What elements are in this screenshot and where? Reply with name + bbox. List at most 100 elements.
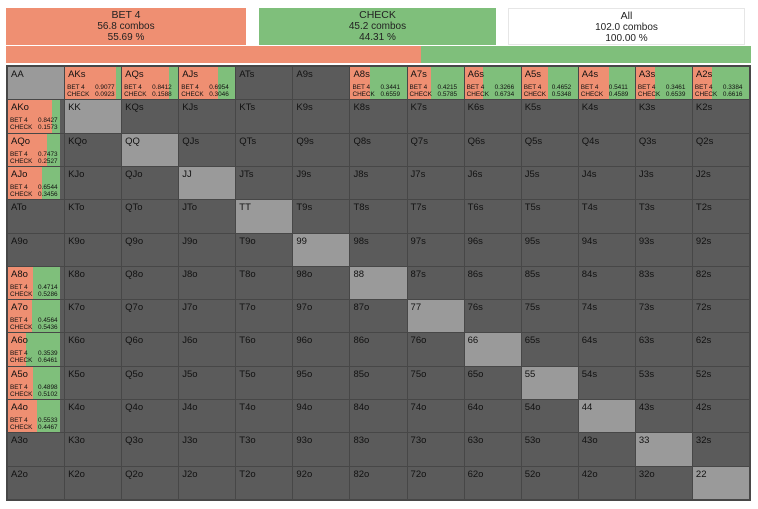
hand-cell-qjo[interactable]: QJo: [122, 166, 179, 200]
hand-cell-q7s[interactable]: Q7s: [407, 133, 464, 166]
hand-cell-92o[interactable]: 92o: [293, 466, 350, 499]
hand-cell-q5o[interactable]: Q5o: [122, 366, 179, 400]
hand-cell-53o[interactable]: 53o: [521, 433, 578, 466]
hand-cell-55[interactable]: 55: [521, 366, 578, 400]
hand-cell-75s[interactable]: 75s: [521, 300, 578, 333]
hand-cell-aqo[interactable]: AQo BET 4 0.7473 CHECK 0.2527: [8, 133, 65, 166]
hand-cell-t3o[interactable]: T3o: [236, 433, 293, 466]
hand-cell-k2s[interactable]: K2s: [692, 100, 749, 133]
hand-cell-aqs[interactable]: AQs BET 4 0.8412 CHECK 0.1588: [122, 67, 179, 100]
hand-cell-aa[interactable]: AA: [8, 67, 65, 100]
hand-cell-a5o[interactable]: A5o BET 4 0.4898 CHECK 0.5102: [8, 366, 65, 400]
hand-cell-42s[interactable]: 42s: [692, 400, 749, 433]
summary-check-card[interactable]: CHECK 45.2 combos 44.31 %: [259, 8, 496, 45]
hand-cell-64o[interactable]: 64o: [464, 400, 521, 433]
hand-cell-j4o[interactable]: J4o: [179, 400, 236, 433]
hand-cell-52o[interactable]: 52o: [521, 466, 578, 499]
hand-cell-t4s[interactable]: T4s: [578, 200, 635, 233]
hand-cell-94s[interactable]: 94s: [578, 233, 635, 266]
hand-cell-82s[interactable]: 82s: [692, 266, 749, 300]
hand-cell-a9o[interactable]: A9o: [8, 233, 65, 266]
hand-cell-j3s[interactable]: J3s: [635, 166, 692, 200]
hand-cell-q5s[interactable]: Q5s: [521, 133, 578, 166]
hand-cell-a4o[interactable]: A4o BET 4 0.5533 CHECK 0.4467: [8, 400, 65, 433]
hand-cell-97o[interactable]: 97o: [293, 300, 350, 333]
hand-cell-63o[interactable]: 63o: [464, 433, 521, 466]
hand-cell-q2s[interactable]: Q2s: [692, 133, 749, 166]
hand-cell-96s[interactable]: 96s: [464, 233, 521, 266]
hand-cell-qjs[interactable]: QJs: [179, 133, 236, 166]
hand-cell-98s[interactable]: 98s: [350, 233, 407, 266]
hand-cell-k9s[interactable]: K9s: [293, 100, 350, 133]
hand-cell-a7o[interactable]: A7o BET 4 0.4564 CHECK 0.5436: [8, 300, 65, 333]
hand-cell-84s[interactable]: 84s: [578, 266, 635, 300]
hand-cell-93s[interactable]: 93s: [635, 233, 692, 266]
hand-cell-j3o[interactable]: J3o: [179, 433, 236, 466]
hand-cell-95s[interactable]: 95s: [521, 233, 578, 266]
hand-cell-92s[interactable]: 92s: [692, 233, 749, 266]
hand-cell-kto[interactable]: KTo: [65, 200, 122, 233]
hand-cell-33[interactable]: 33: [635, 433, 692, 466]
hand-cell-93o[interactable]: 93o: [293, 433, 350, 466]
summary-bet-card[interactable]: BET 4 56.8 combos 55.69 %: [6, 8, 246, 45]
hand-cell-64s[interactable]: 64s: [578, 333, 635, 366]
hand-cell-22[interactable]: 22: [692, 466, 749, 499]
hand-cell-t6s[interactable]: T6s: [464, 200, 521, 233]
hand-cell-k4s[interactable]: K4s: [578, 100, 635, 133]
hand-cell-t2o[interactable]: T2o: [236, 466, 293, 499]
hand-cell-ajs[interactable]: AJs BET 4 0.6954 CHECK 0.3046: [179, 67, 236, 100]
hand-cell-k8s[interactable]: K8s: [350, 100, 407, 133]
hand-cell-k2o[interactable]: K2o: [65, 466, 122, 499]
hand-cell-a9s[interactable]: A9s: [293, 67, 350, 100]
hand-cell-kqs[interactable]: KQs: [122, 100, 179, 133]
hand-cell-k6o[interactable]: K6o: [65, 333, 122, 366]
hand-cell-96o[interactable]: 96o: [293, 333, 350, 366]
hand-cell-k5o[interactable]: K5o: [65, 366, 122, 400]
hand-cell-73o[interactable]: 73o: [407, 433, 464, 466]
hand-cell-76o[interactable]: 76o: [407, 333, 464, 366]
hand-cell-a4s[interactable]: A4s BET 4 0.5411 CHECK 0.4589: [578, 67, 635, 100]
hand-cell-q8o[interactable]: Q8o: [122, 266, 179, 300]
hand-cell-77[interactable]: 77: [407, 300, 464, 333]
hand-cell-a3o[interactable]: A3o: [8, 433, 65, 466]
hand-cell-32s[interactable]: 32s: [692, 433, 749, 466]
hand-cell-k6s[interactable]: K6s: [464, 100, 521, 133]
hand-cell-a2s[interactable]: A2s BET 4 0.3384 CHECK 0.6616: [692, 67, 749, 100]
hand-cell-97s[interactable]: 97s: [407, 233, 464, 266]
hand-cell-j8o[interactable]: J8o: [179, 266, 236, 300]
hand-cell-k7o[interactable]: K7o: [65, 300, 122, 333]
hand-cell-t2s[interactable]: T2s: [692, 200, 749, 233]
hand-cell-ako[interactable]: AKo BET 4 0.8427 CHECK 0.1573: [8, 100, 65, 133]
hand-cell-k5s[interactable]: K5s: [521, 100, 578, 133]
hand-cell-ats[interactable]: ATs: [236, 67, 293, 100]
hand-cell-q6s[interactable]: Q6s: [464, 133, 521, 166]
hand-cell-86s[interactable]: 86s: [464, 266, 521, 300]
hand-cell-66[interactable]: 66: [464, 333, 521, 366]
hand-cell-t7o[interactable]: T7o: [236, 300, 293, 333]
hand-cell-j8s[interactable]: J8s: [350, 166, 407, 200]
hand-cell-ajo[interactable]: AJo BET 4 0.6544 CHECK 0.3456: [8, 166, 65, 200]
hand-cell-73s[interactable]: 73s: [635, 300, 692, 333]
hand-cell-t9o[interactable]: T9o: [236, 233, 293, 266]
hand-cell-t6o[interactable]: T6o: [236, 333, 293, 366]
hand-cell-42o[interactable]: 42o: [578, 466, 635, 499]
hand-cell-82o[interactable]: 82o: [350, 466, 407, 499]
hand-cell-a6s[interactable]: A6s BET 4 0.3266 CHECK 0.6734: [464, 67, 521, 100]
hand-cell-a7s[interactable]: A7s BET 4 0.4215 CHECK 0.5785: [407, 67, 464, 100]
hand-cell-j6o[interactable]: J6o: [179, 333, 236, 366]
hand-cell-84o[interactable]: 84o: [350, 400, 407, 433]
hand-cell-k9o[interactable]: K9o: [65, 233, 122, 266]
hand-cell-q7o[interactable]: Q7o: [122, 300, 179, 333]
hand-cell-t3s[interactable]: T3s: [635, 200, 692, 233]
hand-cell-53s[interactable]: 53s: [635, 366, 692, 400]
hand-cell-a2o[interactable]: A2o: [8, 466, 65, 499]
hand-cell-95o[interactable]: 95o: [293, 366, 350, 400]
hand-cell-87o[interactable]: 87o: [350, 300, 407, 333]
hand-cell-jto[interactable]: JTo: [179, 200, 236, 233]
hand-cell-72o[interactable]: 72o: [407, 466, 464, 499]
hand-cell-54s[interactable]: 54s: [578, 366, 635, 400]
hand-cell-j5o[interactable]: J5o: [179, 366, 236, 400]
hand-cell-44[interactable]: 44: [578, 400, 635, 433]
hand-cell-j2o[interactable]: J2o: [179, 466, 236, 499]
hand-cell-q4s[interactable]: Q4s: [578, 133, 635, 166]
